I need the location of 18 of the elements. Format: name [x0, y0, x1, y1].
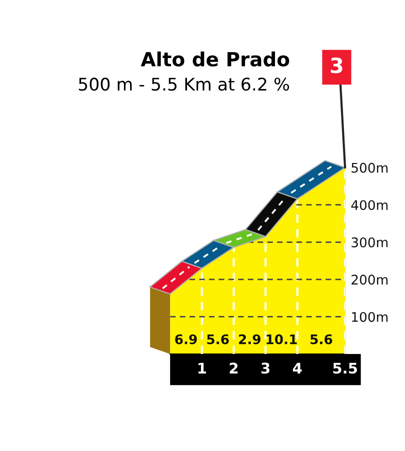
- y-tick-label: 200m: [352, 274, 388, 285]
- chart-subtitle: 500 m - 5.5 Km at 6.2 %: [78, 78, 290, 91]
- x-tick-label: 4: [292, 362, 302, 374]
- annotation: 2.9: [238, 334, 260, 344]
- annotation: 5.6: [310, 334, 332, 344]
- x-tick-label: 2: [230, 362, 238, 374]
- x-tick-label: 5.5: [333, 362, 357, 374]
- x-tick-label: 3: [261, 362, 270, 374]
- text: 3: [330, 57, 342, 74]
- chart-title: Alto de Prado: [140, 51, 290, 67]
- y-tick-label: 500m: [352, 162, 388, 173]
- annotation: 10.1: [266, 334, 297, 344]
- y-tick-label: 400m: [351, 200, 388, 210]
- y-tick-label: 300m: [352, 237, 388, 248]
- annotation: 6.9: [175, 334, 197, 344]
- annotation: 5.6: [207, 334, 229, 344]
- x-tick-label: 1: [198, 362, 206, 374]
- y-tick-label: 100m: [352, 312, 388, 322]
